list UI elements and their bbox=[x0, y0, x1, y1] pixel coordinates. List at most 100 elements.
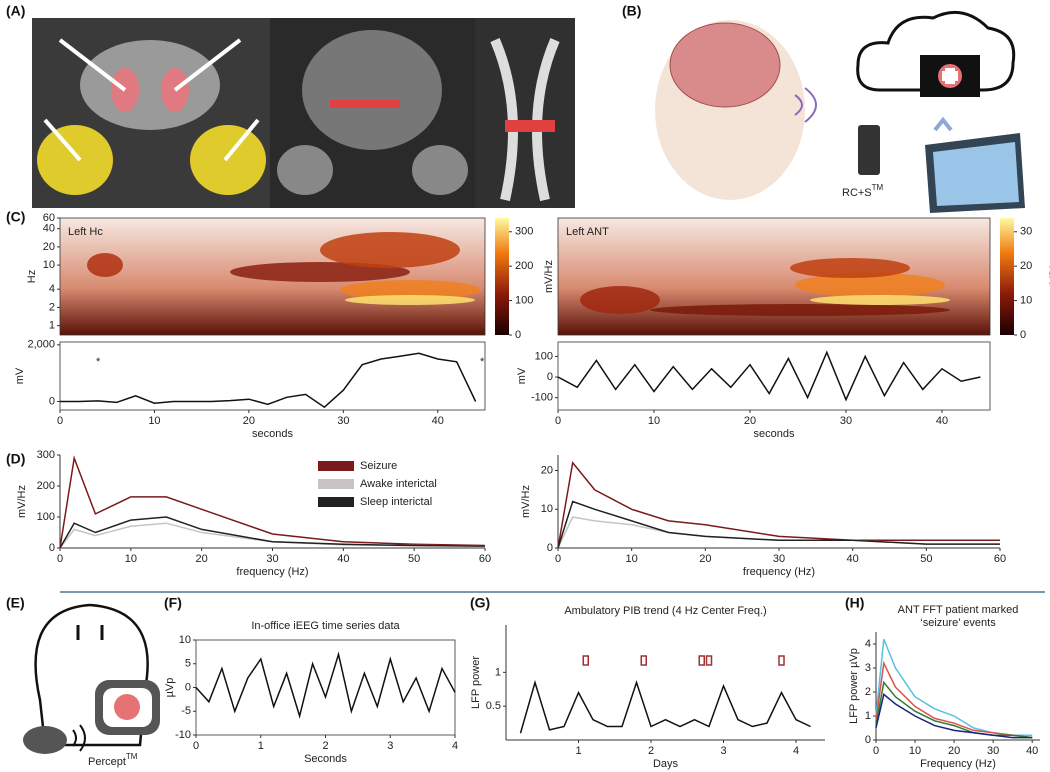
seizure-marker bbox=[640, 655, 647, 666]
colorbar-tick-label: 20 bbox=[1020, 260, 1032, 272]
x-tick-label: 0 bbox=[555, 553, 561, 565]
x-tick-label: 0 bbox=[57, 415, 63, 427]
x-tick-label: 20 bbox=[699, 553, 711, 565]
trademark: TM bbox=[872, 183, 884, 192]
y-axis-label: LFP power µVp bbox=[848, 648, 860, 724]
y-tick-label: 0 bbox=[547, 371, 553, 383]
spectrogram bbox=[558, 218, 990, 335]
colorbar-label: mV/Hz bbox=[543, 260, 555, 293]
data-line bbox=[875, 680, 1033, 739]
y-tick-label: 10 bbox=[43, 259, 55, 271]
x-tick-label: 10 bbox=[148, 415, 160, 427]
x-axis-label: seconds bbox=[252, 428, 293, 440]
wireless-signal bbox=[794, 87, 817, 123]
x-tick-label: 4 bbox=[452, 740, 458, 752]
spectrogram-band bbox=[650, 304, 950, 316]
y-tick-label: 20 bbox=[541, 464, 553, 476]
colorbar bbox=[495, 218, 509, 335]
x-tick-label: 30 bbox=[773, 553, 785, 565]
device-name: RC+S bbox=[842, 187, 872, 199]
y-tick-label: 0 bbox=[185, 681, 191, 693]
x-tick-label: 20 bbox=[948, 745, 960, 757]
y-axis-label: mV bbox=[14, 367, 26, 384]
x-tick-label: 50 bbox=[408, 553, 420, 565]
data-line bbox=[557, 461, 1000, 549]
y-axis-label: mV/Hz bbox=[520, 485, 532, 518]
colorbar-label: mV/Hz bbox=[1048, 260, 1050, 293]
x-tick-label: 10 bbox=[125, 553, 137, 565]
percept-illustration: PerceptTM bbox=[23, 603, 160, 768]
spectrogram-frame bbox=[557, 217, 991, 336]
x-axis-label: frequency (Hz) bbox=[743, 566, 815, 578]
data-line bbox=[59, 455, 486, 549]
x-tick-label: 40 bbox=[337, 553, 349, 565]
x-tick-label: 10 bbox=[909, 745, 921, 757]
y-tick-label: 10 bbox=[541, 503, 553, 515]
colorbar-tick-label: 0 bbox=[515, 329, 521, 341]
legend-swatch bbox=[318, 461, 354, 471]
electrode-contacts bbox=[505, 120, 555, 132]
panel-label: (G) bbox=[470, 595, 490, 611]
x-tick-label: 30 bbox=[266, 553, 278, 565]
colorbar-tick-label: 0 bbox=[1020, 329, 1026, 341]
x-axis-label: frequency (Hz) bbox=[236, 566, 308, 578]
plot-title: ANT FFT patient marked bbox=[898, 604, 1019, 616]
device-label: PerceptTM bbox=[88, 752, 138, 768]
spectrogram-band bbox=[580, 286, 660, 314]
x-tick-label: 40 bbox=[432, 415, 444, 427]
spectrogram-band bbox=[340, 280, 480, 300]
y-tick-label: -100 bbox=[531, 392, 553, 404]
x-axis-label: Frequency (Hz) bbox=[920, 758, 996, 770]
seizure-marker bbox=[582, 655, 589, 666]
y-tick-label: 0 bbox=[49, 542, 55, 554]
data-line bbox=[195, 651, 456, 719]
y-tick-label: 5 bbox=[185, 658, 191, 670]
monitor-icon bbox=[942, 71, 958, 81]
panel-label: (C) bbox=[6, 209, 25, 225]
device-name: Percept bbox=[88, 756, 126, 768]
x-tick-label: 0 bbox=[57, 553, 63, 565]
brain-structure bbox=[277, 145, 333, 195]
tablet-screen bbox=[933, 142, 1019, 206]
panel-label: (H) bbox=[845, 595, 864, 611]
y-tick-label: 60 bbox=[43, 212, 55, 224]
x-tick-label: 60 bbox=[479, 553, 491, 565]
data-line bbox=[557, 500, 1000, 549]
spectrogram-title: Left ANT bbox=[566, 226, 609, 238]
y-tick-label: 2 bbox=[49, 301, 55, 313]
legend-swatch bbox=[318, 497, 354, 507]
spectrogram-band bbox=[87, 253, 123, 277]
electrode-contacts bbox=[330, 100, 400, 108]
spectrogram-band bbox=[795, 273, 945, 297]
mri-images bbox=[32, 18, 575, 208]
spectrogram-title: Left Hc bbox=[68, 226, 103, 238]
lead bbox=[58, 38, 127, 92]
spectrogram-band bbox=[320, 232, 460, 268]
phone bbox=[858, 125, 880, 175]
data-line bbox=[60, 352, 477, 409]
x-tick-label: 40 bbox=[936, 415, 948, 427]
y-tick-label: 4 bbox=[49, 283, 55, 295]
panel-label: (E) bbox=[6, 595, 25, 611]
y-tick-label: 10 bbox=[179, 634, 191, 646]
spectrogram-band bbox=[230, 262, 410, 282]
y-tick-label: 100 bbox=[535, 350, 553, 362]
y-tick-label: 200 bbox=[37, 480, 55, 492]
data-line bbox=[875, 638, 1033, 736]
panel-label: (D) bbox=[6, 451, 25, 467]
data-line bbox=[875, 693, 1033, 739]
x-tick-label: 60 bbox=[994, 553, 1006, 565]
brain-structure bbox=[490, 38, 560, 202]
panel-label: (B) bbox=[622, 3, 641, 19]
seizure-marker bbox=[705, 655, 713, 666]
y-tick-label: 0.5 bbox=[486, 700, 501, 712]
x-tick-label: 20 bbox=[243, 415, 255, 427]
wireless-signal bbox=[72, 724, 86, 752]
spectrogram-band bbox=[810, 295, 950, 305]
device-label: RC+STM bbox=[842, 183, 884, 199]
y-axis-label: µVp bbox=[164, 678, 176, 698]
y-tick-label: 3 bbox=[865, 662, 871, 674]
x-tick-label: 30 bbox=[987, 745, 999, 757]
